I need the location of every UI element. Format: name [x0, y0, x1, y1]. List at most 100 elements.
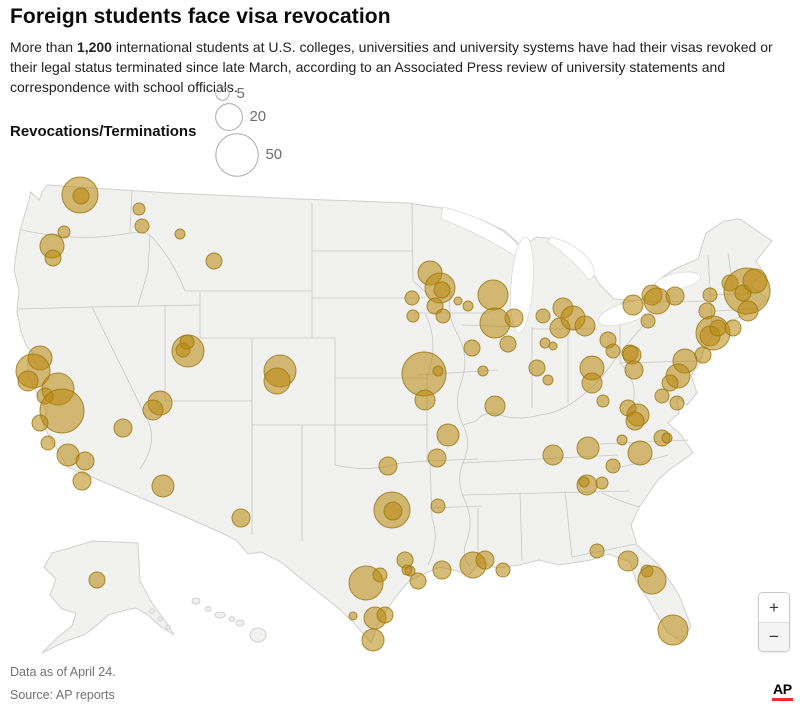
revocation-bubble[interactable]	[657, 614, 689, 646]
revocation-bubble[interactable]	[528, 359, 546, 377]
revocation-bubble[interactable]	[72, 187, 90, 205]
revocation-bubble[interactable]	[589, 543, 605, 559]
revocation-bubble[interactable]	[495, 562, 511, 578]
revocation-bubble[interactable]	[640, 313, 656, 329]
revocation-bubble[interactable]	[453, 296, 463, 306]
zoom-in-button[interactable]: +	[759, 593, 789, 622]
revocation-bubble[interactable]	[348, 611, 358, 621]
revocation-bubble[interactable]	[616, 434, 628, 446]
legend-item: 20	[214, 102, 282, 132]
revocation-bubble[interactable]	[432, 560, 452, 580]
revocation-bubble[interactable]	[376, 606, 394, 624]
revocation-bubble[interactable]	[539, 337, 551, 349]
revocation-bubble[interactable]	[578, 476, 590, 488]
revocation-bubble[interactable]	[432, 365, 444, 377]
lakes-layer	[440, 206, 702, 334]
revocation-bubble[interactable]	[548, 341, 558, 351]
revocation-bubble[interactable]	[627, 440, 653, 466]
revocation-bubble[interactable]	[574, 315, 596, 337]
size-legend: Revocations/Terminations 5 20 50	[10, 85, 282, 177]
revocation-bubble[interactable]	[475, 550, 495, 570]
revocation-bubble[interactable]	[75, 451, 95, 471]
revocation-bubble[interactable]	[724, 319, 742, 337]
revocation-bubble[interactable]	[463, 339, 481, 357]
revocation-bubble[interactable]	[44, 249, 62, 267]
revocation-bubble[interactable]	[622, 294, 644, 316]
revocation-bubble[interactable]	[702, 287, 718, 303]
revocation-bubble[interactable]	[409, 572, 427, 590]
zoom-out-button[interactable]: −	[759, 621, 789, 651]
revocation-bubble[interactable]	[40, 435, 56, 451]
revocation-bubble[interactable]	[31, 414, 49, 432]
revocation-bubble[interactable]	[535, 308, 551, 324]
revocation-bubble[interactable]	[737, 300, 759, 322]
map-zoom-control: + −	[758, 592, 790, 652]
intro-text-rest: international students at U.S. colleges,…	[10, 39, 773, 95]
revocation-bubble[interactable]	[179, 334, 195, 350]
revocation-bubble[interactable]	[504, 308, 524, 328]
revocation-bubble[interactable]	[665, 286, 685, 306]
legend-items: 5 20 50	[206, 85, 282, 178]
revocation-bubble[interactable]	[174, 228, 186, 240]
revocation-bubble[interactable]	[361, 628, 385, 652]
revocation-bubble[interactable]	[383, 501, 403, 521]
revocation-bubble[interactable]	[477, 365, 489, 377]
revocation-bubble[interactable]	[479, 307, 511, 339]
revocation-bubble[interactable]	[372, 567, 388, 583]
revocation-bubble[interactable]	[205, 252, 223, 270]
revocation-bubble[interactable]	[624, 360, 644, 380]
revocation-bubble[interactable]	[72, 471, 92, 491]
revocation-bubble[interactable]	[605, 458, 621, 474]
revocation-bubble[interactable]	[134, 218, 150, 234]
revocation-bubble[interactable]	[661, 374, 679, 392]
us-bubble-map[interactable]	[0, 163, 800, 663]
revocation-bubble[interactable]	[435, 308, 451, 324]
revocation-bubble[interactable]	[669, 395, 685, 411]
revocation-bubble[interactable]	[406, 309, 420, 323]
revocation-bubble[interactable]	[414, 389, 436, 411]
lake-huron	[546, 236, 595, 281]
revocation-bubble[interactable]	[709, 319, 727, 337]
legend-label: Revocations/Terminations	[10, 122, 197, 140]
revocation-bubble[interactable]	[477, 279, 509, 311]
revocation-bubble[interactable]	[643, 287, 671, 315]
revocation-bubble[interactable]	[654, 388, 670, 404]
revocation-bubble[interactable]	[637, 565, 667, 595]
revocation-bubble[interactable]	[263, 367, 291, 395]
revocation-bubble[interactable]	[231, 508, 251, 528]
revocation-bubble[interactable]	[17, 370, 39, 392]
revocation-bubble[interactable]	[401, 564, 413, 576]
revocation-bubble[interactable]	[499, 335, 517, 353]
revocation-bubble[interactable]	[617, 550, 639, 572]
revocation-bubble[interactable]	[404, 290, 420, 306]
revocation-bubble[interactable]	[484, 395, 506, 417]
revocation-bubble[interactable]	[142, 399, 164, 421]
revocation-bubble[interactable]	[132, 202, 146, 216]
revocation-bubble[interactable]	[576, 436, 600, 460]
revocation-bubble[interactable]	[57, 225, 71, 239]
revocation-bubble[interactable]	[605, 343, 621, 359]
revocation-bubble[interactable]	[436, 423, 460, 447]
bubbles-layer	[15, 176, 771, 652]
land-layer	[13, 184, 773, 654]
revocation-bubble[interactable]	[427, 448, 447, 468]
revocation-bubble[interactable]	[742, 268, 768, 294]
legend-size-value: 50	[265, 146, 283, 163]
revocation-bubble[interactable]	[595, 476, 609, 490]
revocation-bubble[interactable]	[430, 498, 446, 514]
revocation-bubble[interactable]	[596, 394, 610, 408]
revocation-bubble[interactable]	[581, 372, 603, 394]
revocation-bubble[interactable]	[542, 444, 564, 466]
revocation-bubble[interactable]	[88, 571, 106, 589]
revocation-bubble[interactable]	[661, 432, 673, 444]
revocation-bubble[interactable]	[113, 418, 133, 438]
revocation-bubble[interactable]	[433, 281, 451, 299]
revocation-bubble[interactable]	[542, 374, 554, 386]
revocation-bubble[interactable]	[39, 388, 85, 434]
revocation-bubble[interactable]	[462, 300, 474, 312]
revocation-bubble[interactable]	[378, 456, 398, 476]
data-as-of-note: Data as of April 24.	[10, 665, 116, 679]
revocation-bubble[interactable]	[151, 474, 175, 498]
revocation-bubble[interactable]	[625, 411, 645, 431]
legend-item: 5	[214, 85, 282, 102]
